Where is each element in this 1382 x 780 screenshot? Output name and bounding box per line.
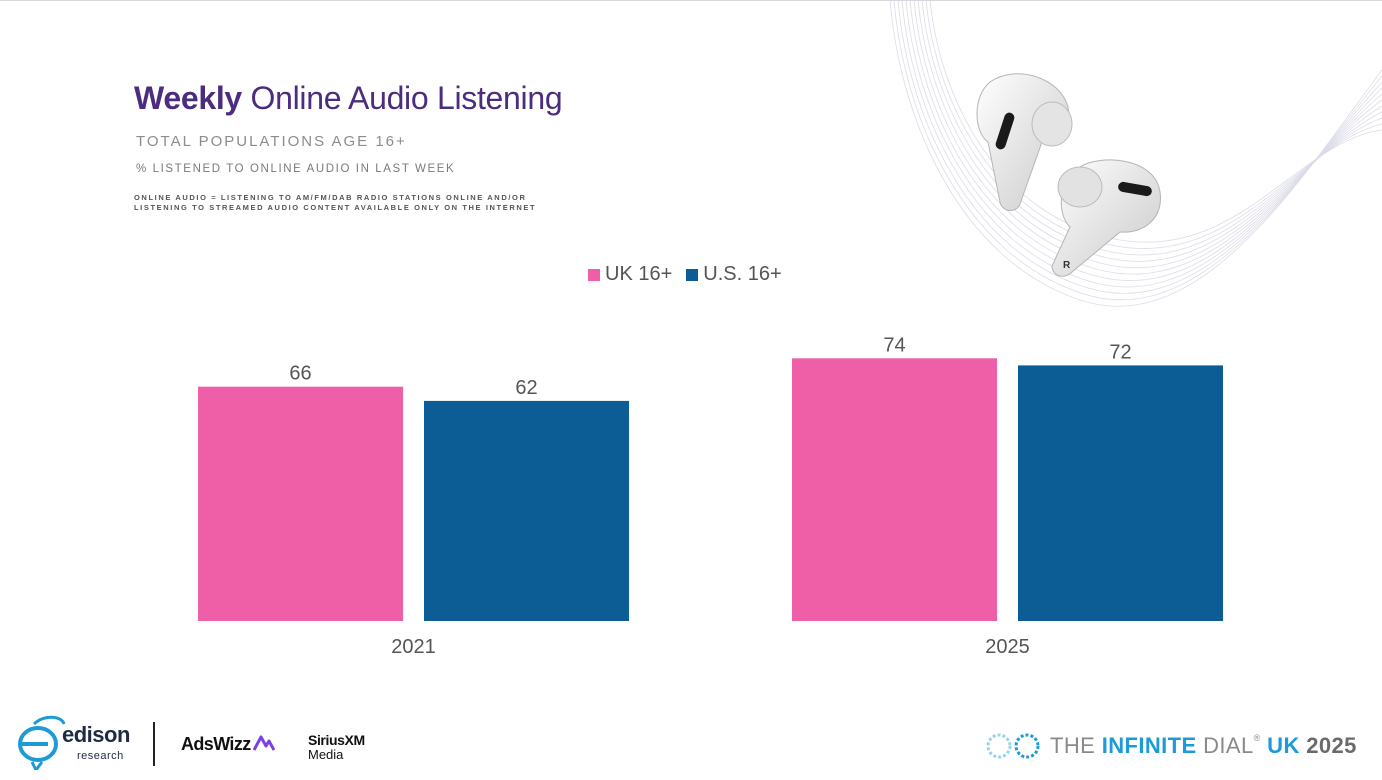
infinite-dial-wordmark: THE INFINITE DIAL® UK 2025 [1050,733,1357,759]
bar-2025-uk [792,358,997,621]
earbuds-image: R [976,73,1162,277]
dial-uk: UK [1260,733,1300,758]
definition-line-1: ONLINE AUDIO = LISTENING TO AM/FM/DAB RA… [134,193,527,202]
dial-prefix: THE [1050,733,1102,758]
page-title: Weekly Online Audio Listening [134,80,563,117]
top-rule [0,0,1382,1]
legend-swatch-us [686,268,699,281]
siriusxm-media: Media [308,747,344,762]
dial-year: 2025 [1299,733,1357,758]
adswizz-mark-icon [252,735,275,751]
definition-line-2: LISTENING TO STREAMED AUDIO CONTENT AVAI… [134,203,537,212]
title-bold: Weekly [134,80,242,116]
x-tick-label-2025: 2025 [985,636,1030,658]
edison-wordmark: edison [62,722,130,747]
svg-text:R: R [1063,260,1071,271]
metric-description: % LISTENED TO ONLINE AUDIO IN LAST WEEK [136,163,456,175]
edison-logo-icon [18,715,66,770]
data-label-2025-uk: 74 [883,334,905,356]
legend-label-uk: UK 16+ [605,263,673,285]
legend-item-us: U.S. 16+ [686,263,782,286]
infinity-dial-icon [986,733,1040,759]
legend-swatch-uk [588,268,600,281]
x-tick-label-2021: 2021 [391,636,436,658]
infinite-dial-logo: THE INFINITE DIAL® UK 2025 [984,728,1357,764]
chart-legend: UK 16+ U.S. 16+ [588,263,796,286]
dial-mid: DIAL [1196,733,1254,758]
data-label-2021-us: 62 [515,377,537,399]
logo-divider [153,722,155,766]
adswizz-logo: AdsWizz [181,734,275,755]
decorative-waves [889,0,1382,307]
dial-highlight: INFINITE [1101,733,1197,758]
edison-subtext: research [77,750,124,762]
data-label-2021-uk: 66 [289,363,311,385]
subtitle: TOTAL POPULATIONS AGE 16+ [136,133,407,150]
title-rest: Online Audio Listening [241,80,563,116]
bar-2025-us [1018,365,1223,621]
bar-chart: 66 62 2021 74 72 2025 [198,334,1223,658]
adswizz-wordmark: AdsWizz [181,734,251,754]
legend-item-uk: UK 16+ [588,263,672,286]
definition-note: ONLINE AUDIO = LISTENING TO AM/FM/DAB RA… [134,193,536,213]
data-label-2025-us: 72 [1109,341,1131,363]
dial-registered: ® [1253,733,1261,743]
footer-logos-left: edison research AdsWizz SiriusXM Media [14,714,394,774]
bar-2021-uk [198,386,403,621]
bar-2021-us [424,400,629,621]
legend-label-us: U.S. 16+ [703,263,782,285]
siriusxm-wordmark: SiriusXM [308,732,365,748]
